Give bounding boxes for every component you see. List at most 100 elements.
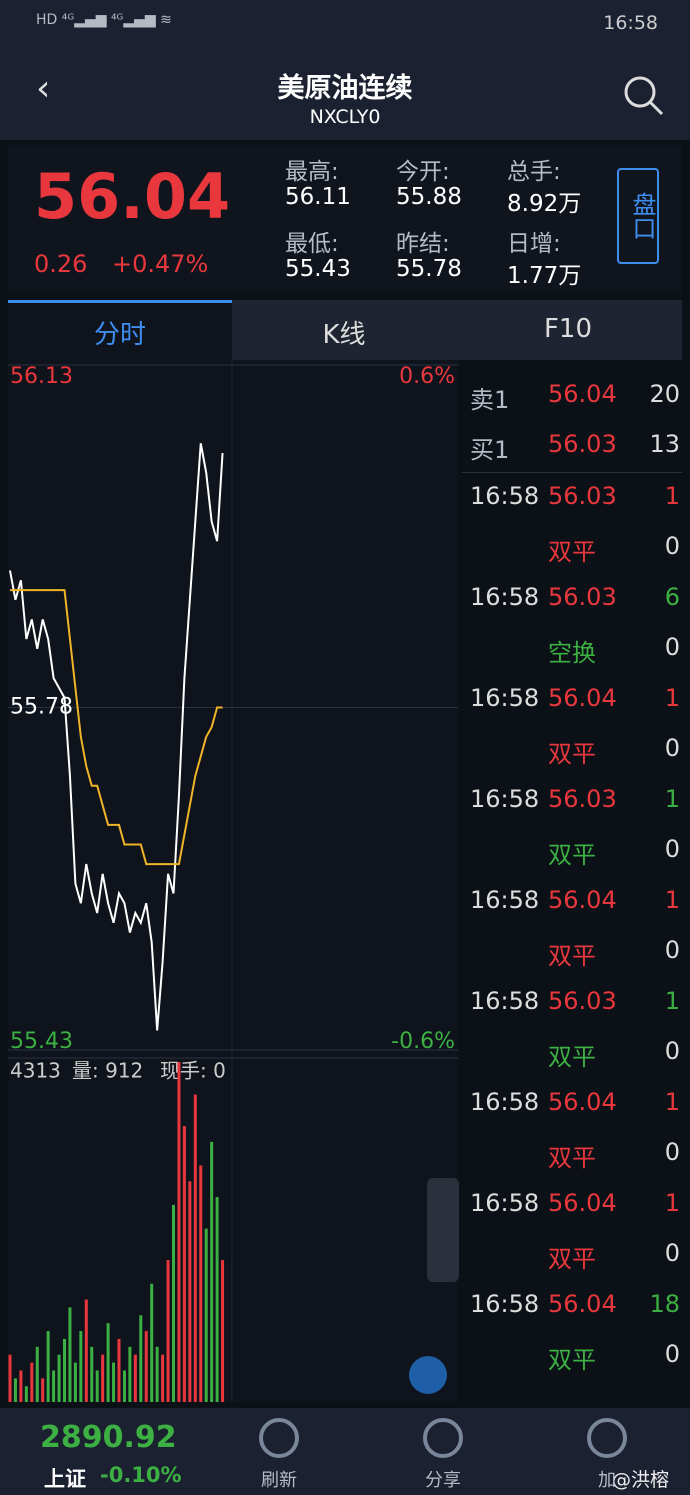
volume-bar <box>172 1204 175 1402</box>
trade-qty: 1 <box>664 1088 680 1116</box>
volume-bar <box>95 1370 99 1402</box>
trade-type: 双平 <box>548 1245 596 1273</box>
search-button[interactable] <box>622 74 666 118</box>
trade-price: 56.04 <box>548 1088 617 1116</box>
stat-value: 55.78 <box>396 256 462 282</box>
button-icon <box>259 1418 299 1458</box>
volume-bar <box>117 1338 121 1402</box>
trade-oi: 0 <box>664 1239 680 1267</box>
volume-bar <box>84 1299 88 1402</box>
nav-button[interactable]: 刷新 <box>261 1470 297 1491</box>
trade-oi: 0 <box>664 1037 680 1065</box>
volume-bar <box>221 1260 225 1402</box>
active-tab-bg <box>8 300 232 360</box>
back-button[interactable]: ‹ <box>36 68 51 109</box>
index-name: 上证 <box>44 1467 86 1491</box>
trade-price: 56.03 <box>548 583 617 611</box>
volume-bar <box>177 1062 181 1402</box>
tab[interactable]: F10 <box>543 314 593 344</box>
code: NXCLY0 <box>309 106 381 128</box>
trade-time: 16:58 <box>470 987 540 1015</box>
trade-oi: 0 <box>664 532 680 560</box>
watermark: @洪榕 <box>612 1469 670 1491</box>
fullscreen-button[interactable] <box>409 1356 447 1394</box>
trade-qty: 1 <box>664 684 680 712</box>
volume-bar <box>8 1354 12 1402</box>
stat-value: 1.77万 <box>507 263 582 289</box>
y2-tick-label: 0.6% <box>399 364 455 389</box>
trade-qty: 1 <box>664 987 680 1015</box>
trade-time: 16:58 <box>470 886 540 914</box>
stat-value: 55.88 <box>396 184 462 210</box>
volume-bar <box>215 1197 219 1402</box>
stat-label: 最高: <box>285 159 339 185</box>
trade-price: 56.03 <box>548 987 617 1015</box>
book-price: 56.03 <box>548 430 617 458</box>
trade-type: 空换 <box>548 639 596 667</box>
status-icons: HD ⁴ᴳ▂▄▆ ⁴ᴳ▂▄▆ ≋ <box>36 12 172 28</box>
price-line <box>9 443 224 1031</box>
price-line <box>10 589 223 866</box>
quote-panel <box>8 145 682 293</box>
volume-bar <box>112 1362 116 1402</box>
volume-bar <box>57 1354 61 1402</box>
trade-price: 56.03 <box>548 785 617 813</box>
change: 0.26 <box>34 250 88 278</box>
stat-label: 今开: <box>396 159 450 185</box>
book-price: 56.04 <box>548 380 617 408</box>
volume-bar <box>122 1370 126 1402</box>
volume-bar <box>199 1165 203 1402</box>
stat-label: 最低: <box>285 231 339 257</box>
nav-button[interactable]: 分享 <box>425 1470 461 1491</box>
y-tick-label: 55.78 <box>10 695 73 720</box>
trade-time: 16:58 <box>470 785 540 813</box>
trade-price: 56.04 <box>548 1189 617 1217</box>
trade-time: 16:58 <box>470 1189 540 1217</box>
bottom-bar <box>0 1408 690 1495</box>
book-side: 买1 <box>470 436 510 464</box>
index-pct: -0.10% <box>100 1463 182 1487</box>
trade-price: 56.04 <box>548 886 617 914</box>
volume-bar <box>144 1331 148 1402</box>
trade-time: 16:58 <box>470 684 540 712</box>
book-side: 卖1 <box>470 386 510 414</box>
stat-value: 56.11 <box>285 184 351 210</box>
book-qty: 20 <box>649 380 680 408</box>
volume-bar <box>41 1378 45 1402</box>
status-time: 16:58 <box>603 12 658 34</box>
book-qty: 13 <box>649 430 680 458</box>
volume-bar <box>106 1323 110 1402</box>
trade-qty: 18 <box>649 1290 680 1318</box>
trade-oi: 0 <box>664 1340 680 1368</box>
volume-bar <box>73 1362 77 1402</box>
volume-bar <box>13 1378 17 1402</box>
volume-tick-label: 4313 <box>10 1059 61 1083</box>
tab[interactable]: K线 <box>322 320 366 350</box>
trade-qty: 1 <box>664 1189 680 1217</box>
trade-type: 双平 <box>548 1043 596 1071</box>
pan-button[interactable]: 盘口 <box>617 168 659 264</box>
volume-bar <box>210 1141 214 1402</box>
trade-oi: 0 <box>664 734 680 762</box>
volume-bar <box>46 1331 50 1402</box>
stat-label: 日增: <box>507 231 561 257</box>
trade-oi: 0 <box>664 1138 680 1166</box>
stat-label: 总手: <box>507 159 561 185</box>
volume-bar <box>166 1260 170 1402</box>
trade-type: 双平 <box>548 1346 596 1374</box>
volume-bar <box>182 1126 186 1402</box>
hand-label: 现手: 0 <box>160 1059 226 1083</box>
collapse-handle[interactable] <box>427 1178 459 1282</box>
tab[interactable]: 分时 <box>93 320 146 350</box>
volume-bar <box>19 1370 23 1402</box>
stat-value: 55.43 <box>285 256 351 282</box>
trade-qty: 1 <box>664 482 680 510</box>
trade-type: 双平 <box>548 942 596 970</box>
volume-bar <box>52 1370 56 1402</box>
nav-button[interactable]: 加 <box>598 1470 616 1491</box>
separator <box>462 472 682 473</box>
trade-oi: 0 <box>664 835 680 863</box>
change-pct: +0.47% <box>112 250 209 278</box>
volume-bar <box>193 1094 197 1402</box>
